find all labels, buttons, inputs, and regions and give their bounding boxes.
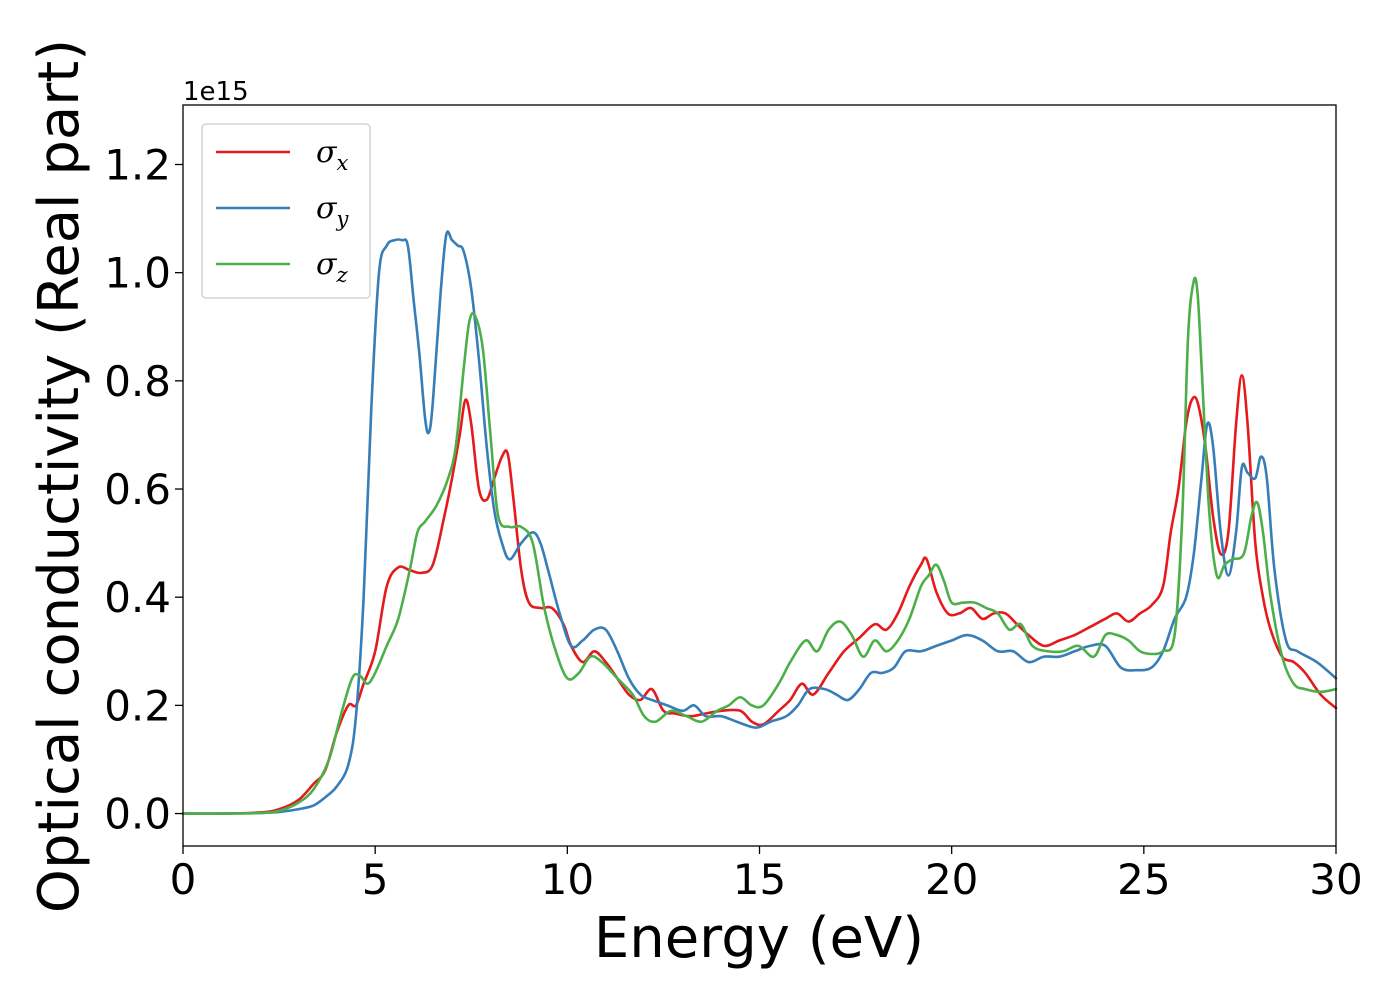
y-tick-label: 0.2 <box>104 681 171 730</box>
x-tick-label: 0 <box>170 855 197 904</box>
y-offset-label: 1e15 <box>183 77 249 107</box>
y-tick-label: 0.8 <box>104 357 171 406</box>
y-tick-label: 1.0 <box>104 249 171 298</box>
y-axis: 0.0 0.2 0.4 0.6 0.8 1.0 1.2 <box>104 140 183 839</box>
series-layer <box>181 230 1338 815</box>
x-axis: 0 5 10 15 20 25 30 <box>170 846 1363 904</box>
x-tick-label: 25 <box>1117 855 1170 904</box>
y-tick-label: 1.2 <box>104 140 171 189</box>
legend-box <box>201 123 371 299</box>
series-line-sigma-y <box>181 230 1338 815</box>
x-tick-label: 30 <box>1309 855 1362 904</box>
x-tick-label: 5 <box>362 855 389 904</box>
x-tick-label: 10 <box>541 855 594 904</box>
y-tick-label: 0.0 <box>104 790 171 839</box>
y-tick-label: 0.6 <box>104 465 171 514</box>
series-line-sigma-z <box>181 276 1338 815</box>
series-line-sigma-x <box>181 374 1338 815</box>
y-tick-label: 0.4 <box>104 573 171 622</box>
x-tick-label: 20 <box>925 855 978 904</box>
y-axis-title: Optical conductivity (Real part) <box>27 39 92 913</box>
x-tick-label: 15 <box>733 855 786 904</box>
x-axis-title: Energy (eV) <box>594 906 924 971</box>
